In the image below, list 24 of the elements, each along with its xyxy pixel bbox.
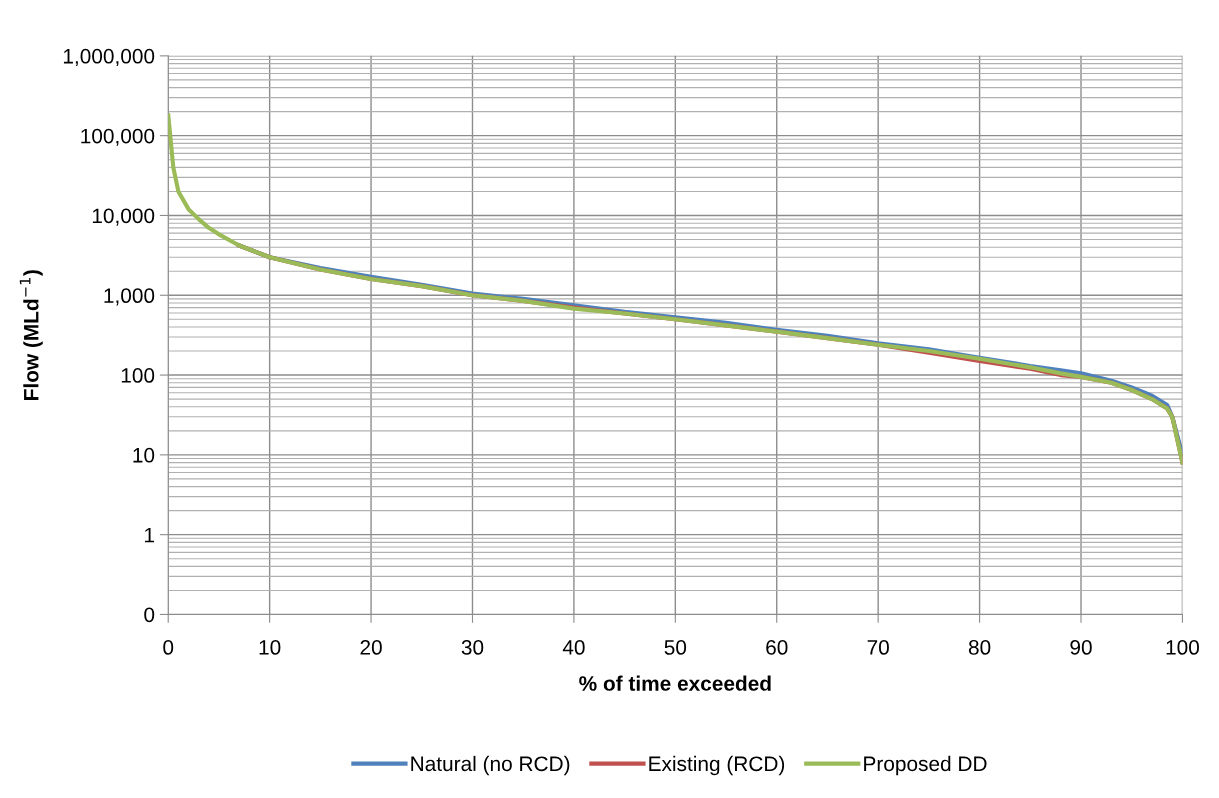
x-tick-label: 30	[461, 640, 484, 655]
y-tick-label: 100	[121, 368, 155, 383]
x-axis-title: % of time exceeded	[579, 675, 771, 691]
x-tick-label: 40	[562, 640, 585, 655]
y-tick-label: 1,000,000	[63, 48, 155, 67]
y-tick-label: 1	[145, 527, 155, 543]
legend-label: Natural (no RCD)	[411, 755, 570, 776]
legend-label: Existing (RCD)	[649, 755, 785, 776]
y-tick-label: 100,000	[81, 128, 155, 146]
x-tick-label: 20	[360, 640, 382, 655]
x-tick-label: 70	[867, 640, 889, 655]
x-tick-label: 100	[1166, 640, 1199, 655]
y-axis-title: Flow (MLd$^{−1}$)	[19, 270, 43, 400]
legend-label: Proposed DD	[864, 755, 987, 776]
x-tick-label: 50	[664, 640, 687, 655]
x-tick-label: 60	[766, 640, 788, 655]
x-tick-label: 80	[968, 640, 991, 655]
y-tick-label: 10,000	[92, 208, 155, 226]
x-tick-label: 90	[1070, 640, 1092, 655]
y-tick-label: 10	[133, 447, 155, 463]
x-tick-label: 0	[163, 640, 174, 655]
x-tick-label: 10	[259, 640, 281, 655]
y-tick-label: 1,000	[104, 288, 155, 306]
y-tick-label: 0	[144, 607, 155, 623]
